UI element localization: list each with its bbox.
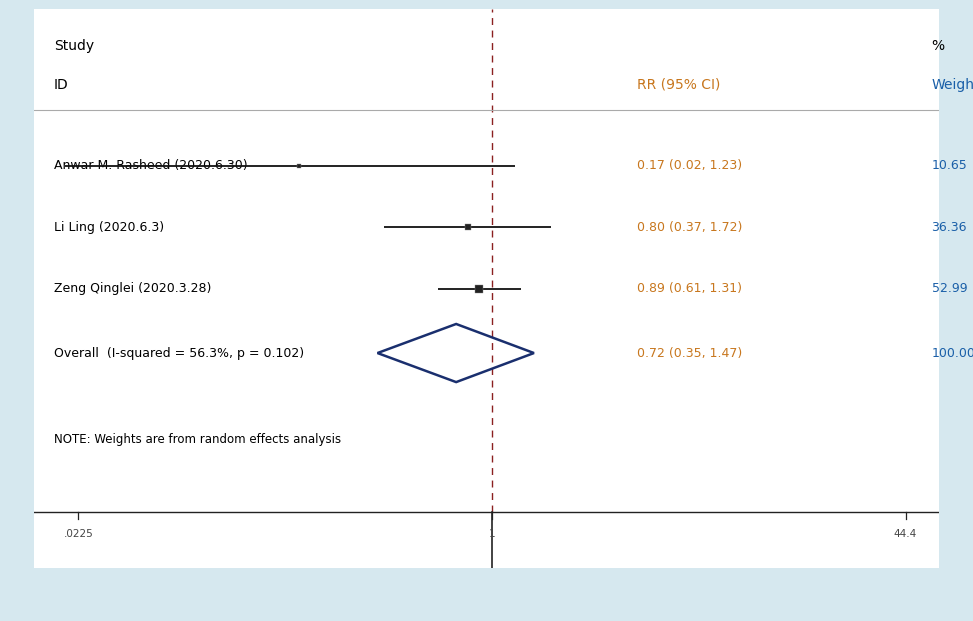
- Text: ID: ID: [54, 78, 69, 92]
- Text: 36.36: 36.36: [931, 221, 967, 233]
- Text: 0.72 (0.35, 1.47): 0.72 (0.35, 1.47): [637, 347, 742, 360]
- Text: 44.4: 44.4: [894, 529, 918, 539]
- Text: RR (95% CI): RR (95% CI): [637, 78, 721, 92]
- Text: Weight: Weight: [931, 78, 973, 92]
- Text: Overall  (I-squared = 56.3%, p = 0.102): Overall (I-squared = 56.3%, p = 0.102): [54, 347, 305, 360]
- Text: Study: Study: [54, 39, 94, 53]
- Text: %: %: [931, 39, 945, 53]
- Text: 0.80 (0.37, 1.72): 0.80 (0.37, 1.72): [637, 221, 742, 233]
- Text: 1: 1: [488, 529, 495, 539]
- Text: 100.00: 100.00: [931, 347, 973, 360]
- Text: Li Ling (2020.6.3): Li Ling (2020.6.3): [54, 221, 164, 233]
- Text: Zeng Qinglei (2020.3.28): Zeng Qinglei (2020.3.28): [54, 283, 211, 295]
- Text: 52.99: 52.99: [931, 283, 967, 295]
- Text: Anwar M. Rasheed (2020.6.30): Anwar M. Rasheed (2020.6.30): [54, 160, 247, 172]
- Text: NOTE: Weights are from random effects analysis: NOTE: Weights are from random effects an…: [54, 433, 342, 446]
- Text: 10.65: 10.65: [931, 160, 967, 172]
- Text: 0.89 (0.61, 1.31): 0.89 (0.61, 1.31): [637, 283, 742, 295]
- Text: .0225: .0225: [63, 529, 93, 539]
- Text: 0.17 (0.02, 1.23): 0.17 (0.02, 1.23): [637, 160, 742, 172]
